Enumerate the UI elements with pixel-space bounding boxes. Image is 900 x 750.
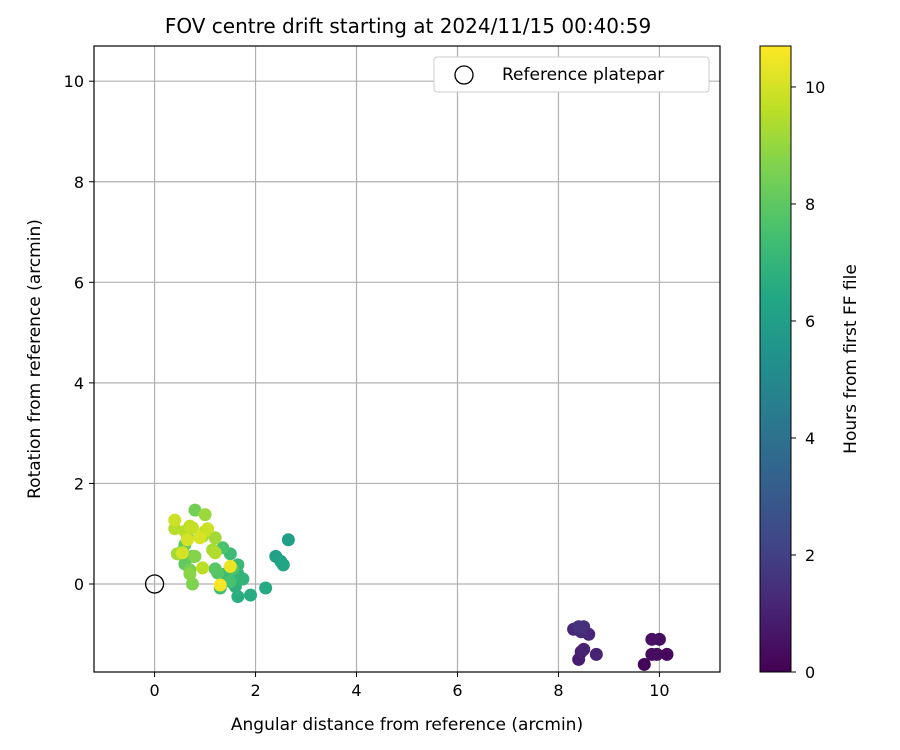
data-point (223, 574, 237, 588)
data-point (193, 531, 207, 545)
data-point (185, 577, 199, 591)
reference-platepar-marker (144, 574, 165, 594)
data-point (660, 647, 674, 661)
x-tick-label: 2 (250, 681, 260, 700)
data-point (175, 546, 189, 560)
legend-reference-marker (454, 65, 474, 85)
data-point (259, 581, 273, 595)
y-axis-label: Rotation from reference (arcmin) (25, 219, 45, 499)
data-point (236, 572, 250, 586)
data-points (168, 503, 674, 671)
x-tick-label: 8 (553, 681, 563, 700)
data-point (208, 562, 222, 576)
y-tick-label: 6 (74, 273, 84, 292)
y-tick-label: 8 (74, 173, 84, 192)
data-point (168, 513, 182, 527)
colorbar-frame (759, 45, 792, 673)
x-tick-label: 4 (351, 681, 361, 700)
legend-label-reference: Reference platepar (502, 65, 664, 85)
y-tick-label: 10 (64, 72, 84, 91)
colorbar-ticks: 0 2 4 6 8 10 (791, 78, 825, 682)
colorbar: 0 2 4 6 8 10 Hours from first FF file (759, 45, 861, 682)
data-point (244, 588, 257, 602)
data-point (589, 647, 603, 661)
data-point (188, 549, 202, 563)
data-point (201, 522, 215, 536)
data-point (276, 558, 290, 572)
x-tick-label: 0 (149, 681, 159, 700)
data-point (637, 657, 651, 671)
chart-title: FOV centre drift starting at 2024/11/15 … (165, 14, 651, 38)
x-axis-label: Angular distance from reference (arcmin) (231, 715, 583, 735)
colorbar-tick-label: 10 (805, 78, 825, 97)
data-point (577, 642, 591, 656)
colorbar-tick-label: 6 (805, 312, 815, 331)
data-point (208, 546, 222, 560)
colorbar-label: Hours from first FF file (841, 264, 861, 454)
data-point (196, 561, 210, 575)
data-point (188, 503, 202, 517)
data-point (223, 559, 237, 573)
colorbar-tick-label: 8 (805, 195, 815, 214)
data-point (645, 632, 659, 646)
plot-frame (93, 45, 721, 673)
x-tick-label: 6 (452, 681, 462, 700)
data-point (183, 567, 197, 581)
data-point (213, 578, 227, 592)
y-axis-ticks: 0 2 4 6 8 10 (64, 72, 94, 594)
data-point (572, 620, 586, 634)
data-point (185, 521, 199, 535)
colorbar-tick-label: 4 (805, 429, 815, 448)
x-tick-label: 10 (649, 681, 669, 700)
data-point (281, 533, 295, 547)
data-point (198, 508, 212, 522)
y-tick-label: 2 (74, 474, 84, 493)
grid (94, 46, 720, 672)
data-point (231, 590, 245, 604)
legend-box (433, 56, 710, 93)
reference-layer (144, 574, 165, 594)
data-point (645, 647, 659, 661)
colorbar-tick-label: 0 (805, 663, 815, 682)
colorbar-gradient (760, 46, 791, 672)
data-point (208, 531, 222, 545)
data-point (180, 533, 194, 547)
colorbar-tick-label: 2 (805, 546, 815, 565)
y-tick-label: 0 (74, 575, 84, 594)
legend: Reference platepar (433, 56, 710, 93)
x-axis-ticks: 0 2 4 6 8 10 (149, 672, 670, 700)
y-tick-label: 4 (74, 374, 84, 393)
plot-area: 0 2 4 6 8 10 0 2 4 6 8 10 (64, 45, 721, 700)
